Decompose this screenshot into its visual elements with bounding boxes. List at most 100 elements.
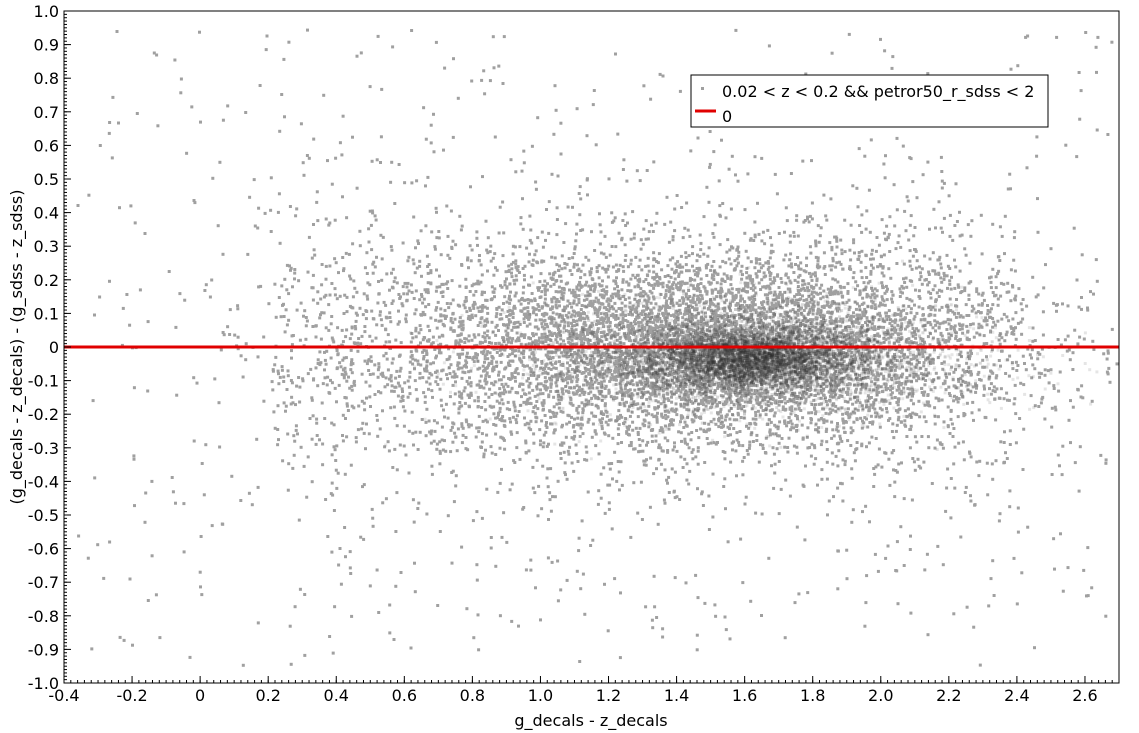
scatter-point (484, 219, 488, 223)
scatter-point (666, 374, 670, 377)
scatter-point (795, 298, 798, 302)
scatter-point (616, 285, 619, 288)
scatter-point (557, 315, 561, 319)
scatter-point (799, 297, 803, 301)
scatter-point (921, 173, 925, 177)
scatter-point (897, 415, 901, 419)
scatter-point (585, 383, 589, 387)
scatter-point (982, 393, 986, 397)
scatter-point (722, 389, 726, 393)
scatter-point (903, 409, 907, 413)
scatter-point (729, 460, 733, 464)
scatter-point (586, 420, 590, 424)
scatter-point (699, 282, 703, 285)
scatter-point (718, 243, 722, 247)
scatter-point (427, 263, 431, 266)
scatter-point (760, 359, 764, 363)
scatter-point (414, 335, 418, 339)
scatter-point (1008, 489, 1012, 493)
scatter-point (684, 255, 688, 259)
scatter-point (461, 426, 465, 430)
scatter-point (1063, 338, 1067, 342)
scatter-point (628, 349, 631, 353)
scatter-point (882, 325, 886, 329)
scatter-point (389, 375, 393, 379)
scatter-point (606, 325, 610, 329)
scatter-point (592, 360, 596, 364)
scatter-point (675, 368, 679, 372)
scatter-point (922, 377, 925, 381)
scatter-point (574, 358, 578, 362)
scatter-point (370, 248, 374, 252)
scatter-point (884, 154, 887, 158)
scatter-point (810, 217, 814, 221)
scatter-point (894, 409, 898, 413)
scatter-point (485, 334, 489, 338)
scatter-point (446, 416, 450, 420)
scatter-point (315, 200, 319, 204)
scatter-point (689, 149, 693, 153)
scatter-point (642, 424, 646, 428)
scatter-point (479, 305, 483, 309)
scatter-point (528, 396, 532, 400)
scatter-point (522, 506, 526, 509)
scatter-point (593, 285, 597, 289)
scatter-point (492, 273, 496, 277)
scatter-point (592, 414, 596, 418)
scatter-point (933, 406, 937, 410)
scatter-point (427, 419, 431, 423)
scatter-point (933, 319, 937, 323)
scatter-point (369, 359, 373, 363)
scatter-point (944, 372, 948, 376)
scatter-point (762, 358, 766, 362)
scatter-point (890, 347, 894, 351)
scatter-point (418, 324, 422, 328)
scatter-point (587, 327, 591, 331)
scatter-point (202, 493, 206, 497)
scatter-point (608, 379, 612, 383)
scatter-point (664, 363, 667, 367)
scatter-point (651, 384, 655, 388)
scatter-point (629, 535, 633, 539)
scatter-point (236, 307, 240, 311)
scatter-point (590, 321, 594, 325)
scatter-point (904, 229, 908, 233)
scatter-point (388, 288, 391, 292)
scatter-point (679, 254, 683, 258)
scatter-point (468, 318, 472, 321)
scatter-point (637, 324, 641, 328)
scatter-point (614, 356, 618, 360)
scatter-point (545, 386, 549, 390)
scatter-point (822, 418, 826, 422)
scatter-point (724, 390, 728, 394)
scatter-point (947, 347, 951, 351)
scatter-point (805, 340, 809, 344)
scatter-point (673, 320, 677, 323)
scatter-point (808, 327, 812, 331)
scatter-point (770, 385, 774, 388)
scatter-point (917, 361, 921, 364)
scatter-point (804, 335, 808, 339)
scatter-point (754, 410, 758, 414)
scatter-point (367, 227, 371, 231)
scatter-point (464, 285, 468, 289)
scatter-point (479, 280, 483, 284)
scatter-point (778, 396, 782, 400)
scatter-point (646, 294, 650, 298)
scatter-point (995, 374, 999, 378)
scatter-point (671, 291, 675, 295)
scatter-point (475, 236, 479, 240)
scatter-point (912, 460, 916, 464)
scatter-point (380, 278, 384, 282)
scatter-point (748, 238, 752, 242)
scatter-point (569, 386, 573, 390)
scatter-point (282, 380, 286, 383)
scatter-point (754, 417, 758, 421)
scatter-point (860, 249, 864, 253)
scatter-point (539, 340, 543, 344)
scatter-point (873, 325, 877, 329)
scatter-point (823, 329, 827, 333)
scatter-point (737, 313, 741, 317)
scatter-point (834, 388, 838, 392)
scatter-point (847, 308, 851, 312)
